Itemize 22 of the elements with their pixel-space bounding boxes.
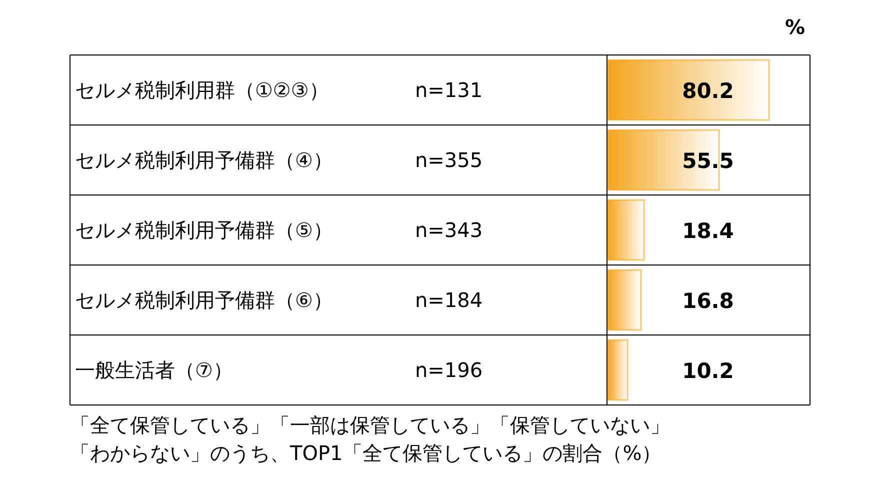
y-tick-label: セルメ税制利用予備群（⑤） [75, 218, 333, 242]
data-label: 55.5 [682, 149, 734, 173]
data-label: 80.2 [682, 79, 734, 103]
text: 「全て保管している」「一部は保管している」「保管していない」 [70, 413, 670, 437]
data-label: 10.2 [682, 359, 734, 383]
text: n=343 [415, 218, 483, 242]
text: n=131 [415, 78, 483, 102]
text: 「わからない」のうち、TOP1「全て保管している」の割合（%） [70, 441, 662, 465]
y-tick-label: セルメ税制利用群（①②③） [75, 78, 329, 102]
text: n=355 [415, 148, 483, 172]
bar [607, 339, 628, 401]
data-label: 18.4 [682, 219, 734, 243]
bar [607, 269, 642, 331]
text: n=184 [415, 288, 483, 312]
y-tick-label: セルメ税制利用予備群（④） [75, 148, 333, 172]
y-tick-label: セルメ税制利用予備群（⑥） [75, 288, 333, 312]
y-tick-label: 一般生活者（⑦） [75, 358, 233, 382]
x-axis-title: % [784, 15, 806, 39]
bar [607, 199, 645, 261]
data-label: 16.8 [682, 289, 734, 313]
text: n=196 [415, 358, 483, 382]
bar [607, 59, 770, 121]
